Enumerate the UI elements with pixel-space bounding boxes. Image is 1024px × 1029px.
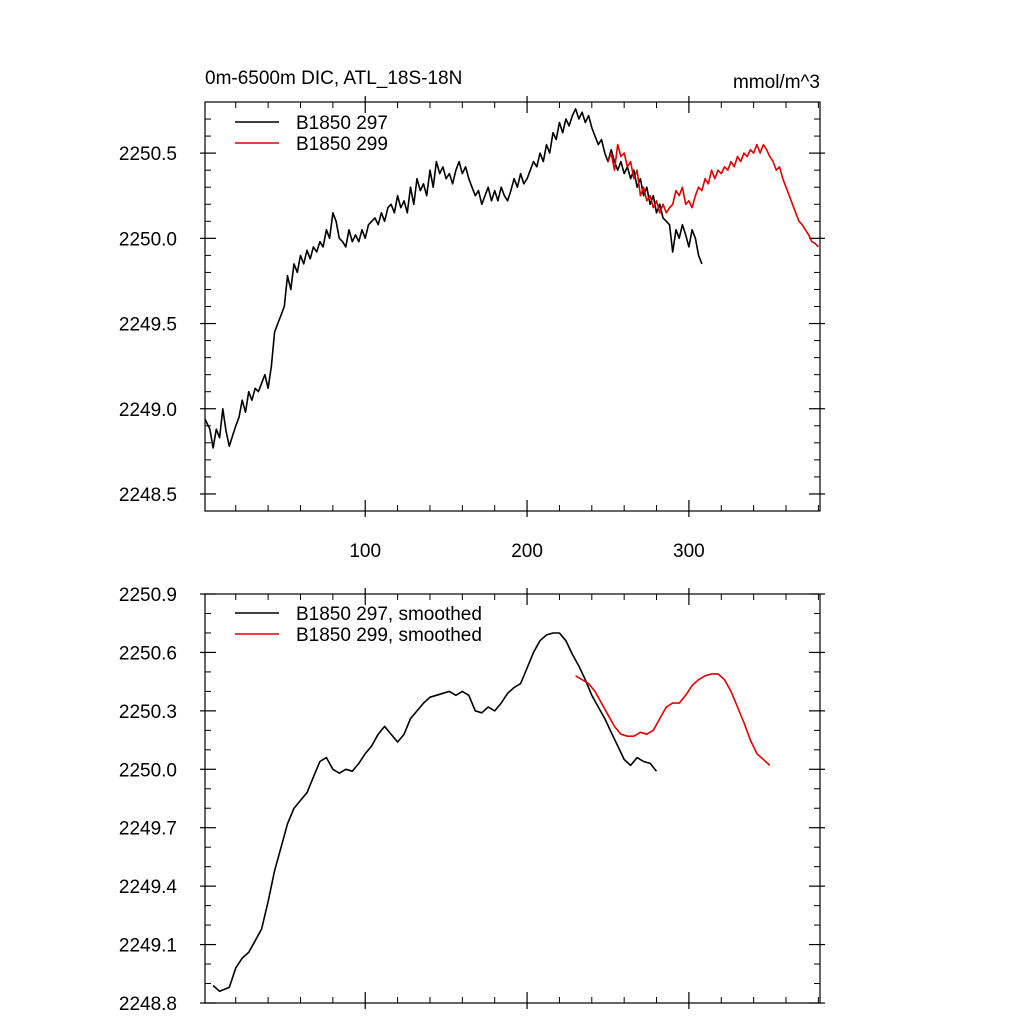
panel1-x-tick-label: 200 xyxy=(511,541,543,562)
panel1-y-tick-label: 2249.0 xyxy=(119,400,177,421)
panel1-series-line-1 xyxy=(204,108,703,449)
panel2-legend-label-1: B1850 297, smoothed xyxy=(296,604,482,625)
panel2-y-tick-label: 2249.4 xyxy=(119,877,178,898)
panel1-y-tick-label: 2250.0 xyxy=(119,229,177,250)
panel1-legend-label-2: B1850 299 xyxy=(296,134,388,155)
panel2-y-tick-label: 2250.3 xyxy=(119,702,177,723)
panel1-plot-frame xyxy=(204,101,821,512)
panel2-y-tick-label: 2249.7 xyxy=(119,819,177,840)
panel2-y-tick-label: 2250.0 xyxy=(119,760,177,781)
panel2-y-tick-label: 2249.1 xyxy=(119,936,177,957)
panel1-x-tick-label: 300 xyxy=(673,541,705,562)
panel2-series-line-1 xyxy=(212,632,658,993)
panel2-plot-frame xyxy=(204,593,821,1004)
panel1-units-label: mmol/m^3 xyxy=(733,72,820,93)
panel1-y-tick-label: 2248.5 xyxy=(119,485,177,506)
panel2-series-line-2 xyxy=(575,673,771,766)
panel2-y-tick-label: 2248.8 xyxy=(119,994,177,1015)
panel1-series-line-2 xyxy=(607,143,819,248)
panel1-y-tick-label: 2250.5 xyxy=(119,144,177,165)
panel1-legend-label-1: B1850 297 xyxy=(296,113,388,134)
panel1-x-tick-label: 100 xyxy=(349,541,381,562)
panel2-y-tick-label: 2250.9 xyxy=(119,585,177,606)
panel2-y-tick-label: 2250.6 xyxy=(119,643,177,664)
panel1-y-tick-label: 2249.5 xyxy=(119,315,177,336)
panel2-legend-label-2: B1850 299, smoothed xyxy=(296,625,482,646)
panel1-chart-title: 0m-6500m DIC, ATL_18S-18N xyxy=(205,68,462,89)
